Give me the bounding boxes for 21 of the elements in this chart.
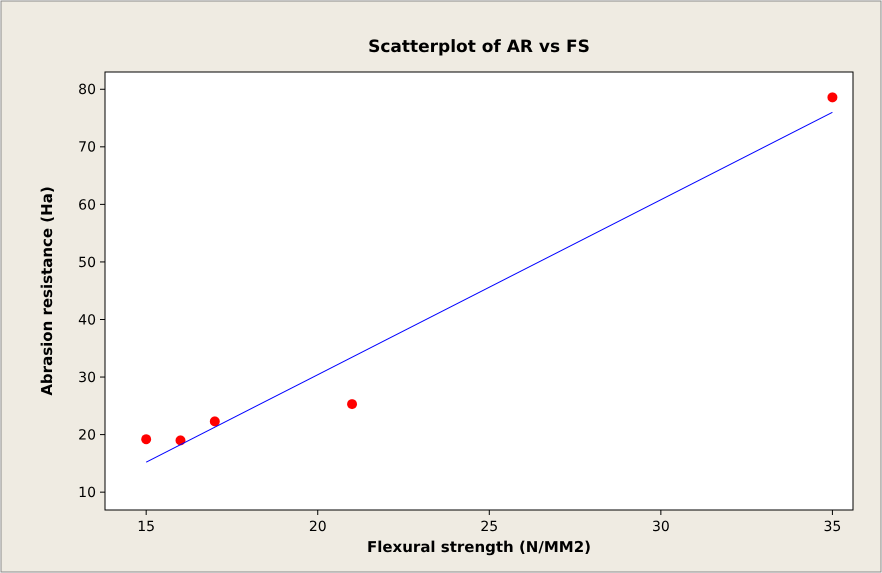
point bbox=[347, 399, 358, 410]
x-tick-label: 30 bbox=[652, 519, 670, 535]
x-tick-label: 35 bbox=[824, 519, 842, 535]
chart-title: Scatterplot of AR vs FS bbox=[368, 37, 590, 57]
point bbox=[141, 434, 152, 444]
x-tick-label: 20 bbox=[308, 519, 327, 535]
y-tick-label: 50 bbox=[78, 254, 96, 271]
y-tick-label: 10 bbox=[78, 485, 96, 502]
point bbox=[827, 92, 838, 102]
point bbox=[210, 416, 220, 426]
y-tick-label: 40 bbox=[78, 312, 96, 328]
y-tick-label: 30 bbox=[78, 370, 96, 386]
x-axis-title: Flexural strength (N/MM2) bbox=[367, 538, 591, 556]
y-axis-title: Abrasion resistance (Ha) bbox=[38, 186, 56, 396]
y-tick-label: 60 bbox=[78, 197, 96, 214]
x-tick-label: 25 bbox=[480, 519, 498, 535]
y-tick-label: 20 bbox=[78, 428, 96, 444]
x-tick-label: 15 bbox=[137, 519, 156, 535]
point bbox=[175, 435, 186, 446]
y-tick-label: 80 bbox=[78, 82, 96, 98]
y-tick-label: 70 bbox=[78, 140, 96, 156]
